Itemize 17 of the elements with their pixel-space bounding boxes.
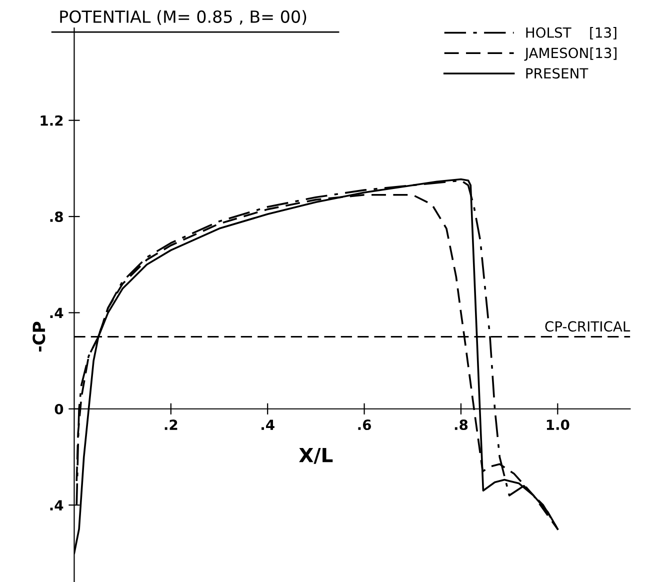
- y-tick-label: .4: [50, 308, 64, 318]
- y-tick-label: .4: [50, 500, 64, 510]
- x-tick-label: 1.0: [546, 420, 570, 430]
- y-tick-label: 0: [54, 404, 64, 414]
- legend-label: JAMESON[13]: [524, 47, 616, 61]
- x-tick-label: .4: [262, 420, 274, 430]
- x-tick-label: .6: [358, 420, 371, 430]
- legend-label: HOLST [13]: [526, 27, 616, 40]
- x-axis-title: X/L: [299, 448, 333, 464]
- chart-title: POTENTIAL (M= 0.85 , B= 00): [60, 10, 306, 25]
- ref-line-label: CP-CRITICAL: [545, 321, 630, 332]
- y-tick-label: .8: [50, 211, 63, 222]
- legend-label: PRESENT: [526, 68, 588, 79]
- x-tick-label: .8: [454, 420, 468, 430]
- x-tick-label: .2: [164, 420, 178, 430]
- y-tick-label: 1.2: [40, 115, 63, 126]
- y-axis-title: -CP: [32, 322, 46, 352]
